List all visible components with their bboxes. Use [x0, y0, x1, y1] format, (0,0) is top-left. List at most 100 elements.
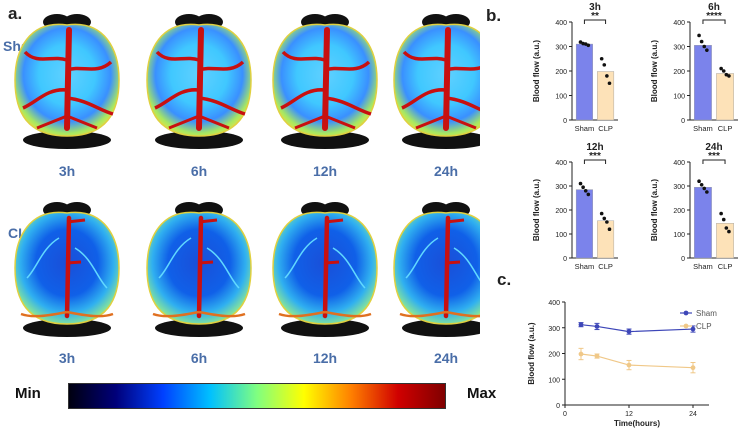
sagittal-sinus — [64, 27, 72, 131]
y-tick-label: 100 — [555, 232, 567, 239]
vessel-branch — [324, 60, 371, 72]
time-label-sham-24h: 24h — [433, 163, 459, 179]
data-point — [602, 216, 607, 221]
colorbar-max-label: Max — [467, 385, 497, 402]
chart-title: 6h — [708, 2, 720, 13]
capillary — [453, 247, 480, 282]
24h-clp-perfusion — [393, 202, 480, 337]
significance-stars: *** — [589, 151, 601, 162]
series-point-CLP — [690, 365, 696, 371]
series-point-CLP — [594, 353, 600, 359]
significance-bracket — [583, 19, 607, 24]
data-point — [727, 229, 731, 234]
y-axis-label: Blood flow (a.u.) — [532, 179, 541, 242]
y-axis-label: Blood flow (a.u.) — [532, 40, 541, 103]
y-tick-label: 400 — [548, 300, 560, 307]
y-tick-label: 300 — [555, 45, 567, 52]
vessel-branch — [154, 88, 200, 110]
chart-title: 12h — [586, 142, 603, 153]
x-tick-label: 0 — [563, 411, 567, 418]
panel-c-letter: c. — [497, 270, 512, 289]
12h-clp-perfusion — [272, 202, 378, 337]
y-tick-label: 100 — [673, 232, 685, 239]
time-label-sham-3h: 3h — [58, 163, 76, 179]
cerebellum — [23, 131, 111, 149]
y-tick-label: 400 — [555, 160, 567, 167]
legend-label-CLP: CLP — [696, 322, 712, 331]
vessel-branch — [66, 114, 98, 130]
cerebellum — [155, 319, 243, 337]
vessel-branch — [66, 60, 113, 72]
brain-images — [14, 14, 480, 337]
y-tick-label: 0 — [681, 256, 685, 263]
time-label-clp-24h: 24h — [433, 350, 459, 366]
vessel-branch — [324, 96, 372, 116]
y-tick-label: 300 — [548, 326, 560, 333]
data-point — [599, 211, 604, 216]
bar-Sham — [575, 189, 593, 259]
category-label: Sham — [693, 124, 713, 133]
bar-CLP — [716, 73, 734, 121]
vessel-branch — [66, 218, 86, 224]
data-point — [699, 183, 704, 187]
y-tick-label: 400 — [673, 20, 685, 27]
sagittal-sinus — [196, 27, 204, 131]
y-tick-label: 0 — [563, 118, 567, 125]
vessel-branch — [20, 310, 68, 318]
vessel-branch — [402, 50, 447, 62]
vessel-branch — [445, 260, 461, 265]
y-tick-label: 100 — [555, 94, 567, 101]
series-point-Sham — [626, 329, 632, 335]
significance-bracket — [583, 159, 607, 164]
cortex — [393, 23, 480, 137]
capillary — [206, 247, 240, 289]
y-tick-label: 200 — [673, 208, 685, 215]
3h-clp-perfusion — [14, 202, 120, 337]
time-label-clp-6h: 6h — [190, 350, 208, 366]
data-point — [719, 66, 723, 71]
y-tick-label: 200 — [555, 208, 567, 215]
vessel-branch — [445, 65, 480, 72]
vessel-branch — [281, 50, 326, 62]
data-point — [724, 226, 729, 230]
data-point — [607, 227, 612, 231]
bar-CLP — [597, 220, 615, 259]
vessel-branch — [324, 114, 356, 130]
vessel-branch — [324, 218, 344, 224]
y-axis-label: Blood flow (a.u.) — [527, 322, 536, 385]
capillary — [284, 237, 318, 279]
sagittal-sinus — [64, 215, 72, 319]
vessel-branch — [66, 260, 82, 265]
vessel-branch — [36, 114, 68, 130]
x-tick-label: 24 — [689, 411, 697, 418]
time-label-sham-12h: 12h — [312, 163, 338, 179]
x-axis-label: Time(hours) — [614, 419, 660, 428]
y-tick-label: 300 — [673, 184, 685, 191]
bar-Sham — [575, 43, 593, 121]
sagittal-sinus — [322, 27, 330, 131]
sagittal-sinus — [443, 27, 451, 131]
cerebellum — [281, 131, 369, 149]
panel-b-letter: b. — [486, 6, 502, 25]
y-tick-label: 200 — [548, 352, 560, 359]
time-label-sham-6h: 6h — [190, 163, 208, 179]
vessel-branch — [198, 96, 246, 116]
cerebellum — [155, 131, 243, 149]
data-point — [702, 44, 707, 49]
bar-chart-12h: 12h Blood flow (a.u.) 0 100 200 300 400 Sham CLP… — [532, 142, 618, 271]
sagittal-sinus — [196, 215, 204, 319]
bar-Sham — [694, 45, 712, 121]
legend-marker — [683, 310, 689, 316]
vessel-branch — [445, 96, 480, 112]
y-tick-label: 0 — [556, 403, 560, 410]
vessel-branch — [152, 310, 200, 318]
series-point-CLP — [578, 351, 584, 357]
y-tick-label: 400 — [673, 160, 685, 167]
vessel-branch — [415, 114, 447, 130]
capillary — [26, 237, 60, 279]
y-tick-label: 0 — [681, 118, 685, 125]
cerebellum — [402, 319, 480, 337]
data-point — [583, 189, 588, 193]
6h-sham-perfusion — [146, 14, 252, 149]
y-tick-label: 200 — [555, 69, 567, 76]
